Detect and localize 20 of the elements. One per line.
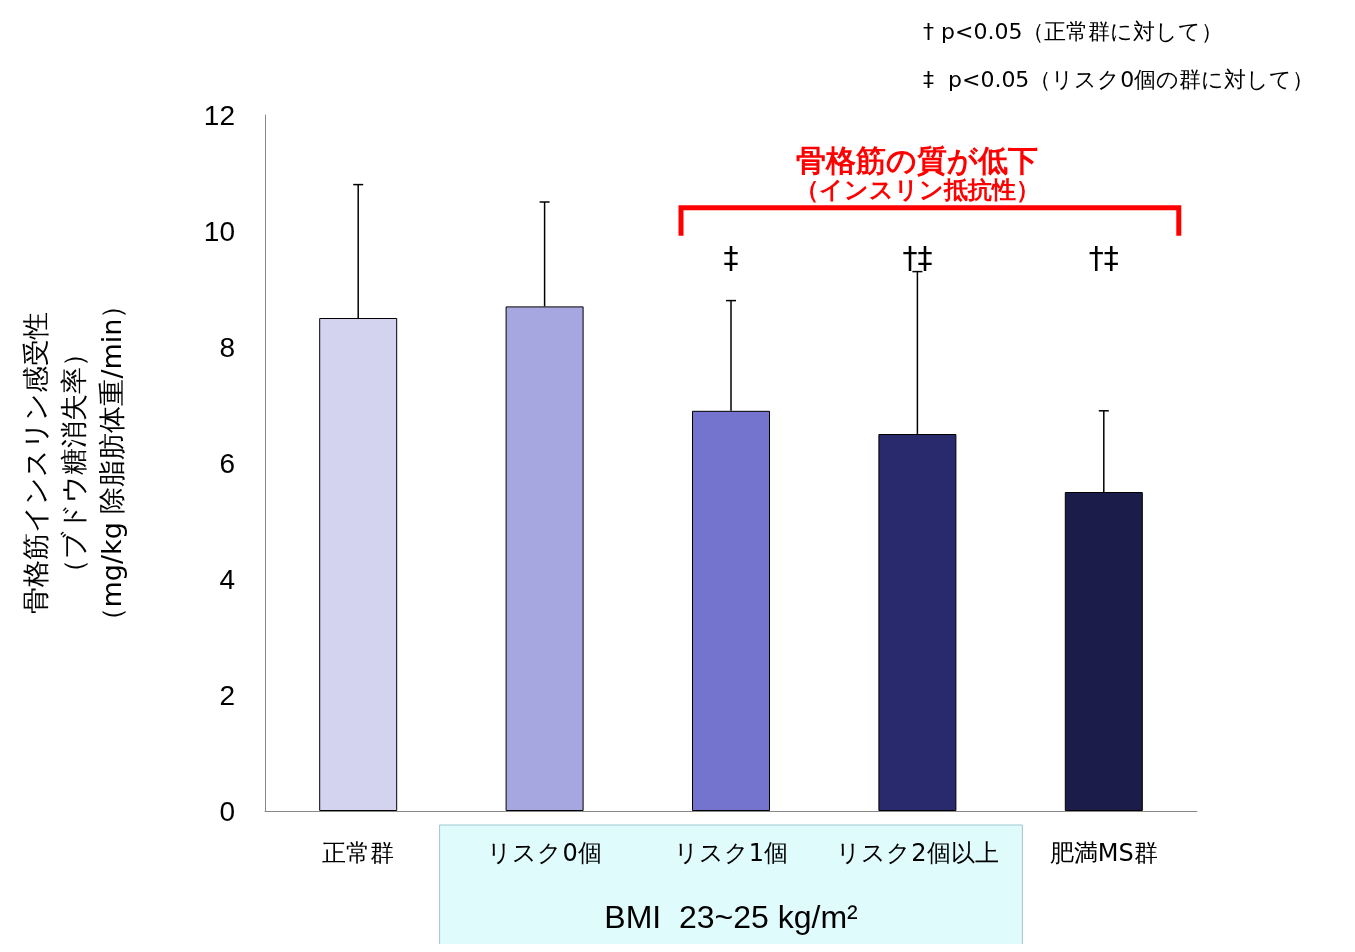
- x-tick-label: リスク0個: [487, 839, 602, 867]
- text: † p<0.05（正常群に対して）: [923, 18, 1224, 44]
- text: ‡ p<0.05（リスク0個の群に対して）: [923, 66, 1315, 92]
- text: BMI 23~25 kg/m²: [604, 899, 859, 935]
- y-tick-label: 6: [219, 447, 235, 479]
- y-axis-title: 骨格筋インスリン感受性（ブドウ糖消失率）（mg/kg 除脂肪体重/min）: [19, 291, 127, 635]
- x-tick-label: リスク2個以上: [836, 839, 999, 867]
- y-tick-label: 4: [219, 563, 235, 595]
- y-tick-label: 8: [219, 331, 235, 363]
- y-tick-label: 12: [203, 99, 235, 131]
- annotation: †‡: [1088, 240, 1119, 276]
- x-tick-label: リスク1個: [673, 839, 789, 867]
- x-tick-label: 正常群: [322, 839, 395, 867]
- y-tick-label: 0: [219, 795, 235, 827]
- y-tick-label: 2: [219, 679, 235, 711]
- y-tick-label: 10: [203, 215, 235, 247]
- annotation: †‡: [902, 240, 933, 276]
- annotation: 骨格筋の質が低下: [796, 143, 1039, 179]
- x-tick-label: 肥満MS群: [1049, 839, 1158, 867]
- annotation: ‡: [723, 240, 739, 276]
